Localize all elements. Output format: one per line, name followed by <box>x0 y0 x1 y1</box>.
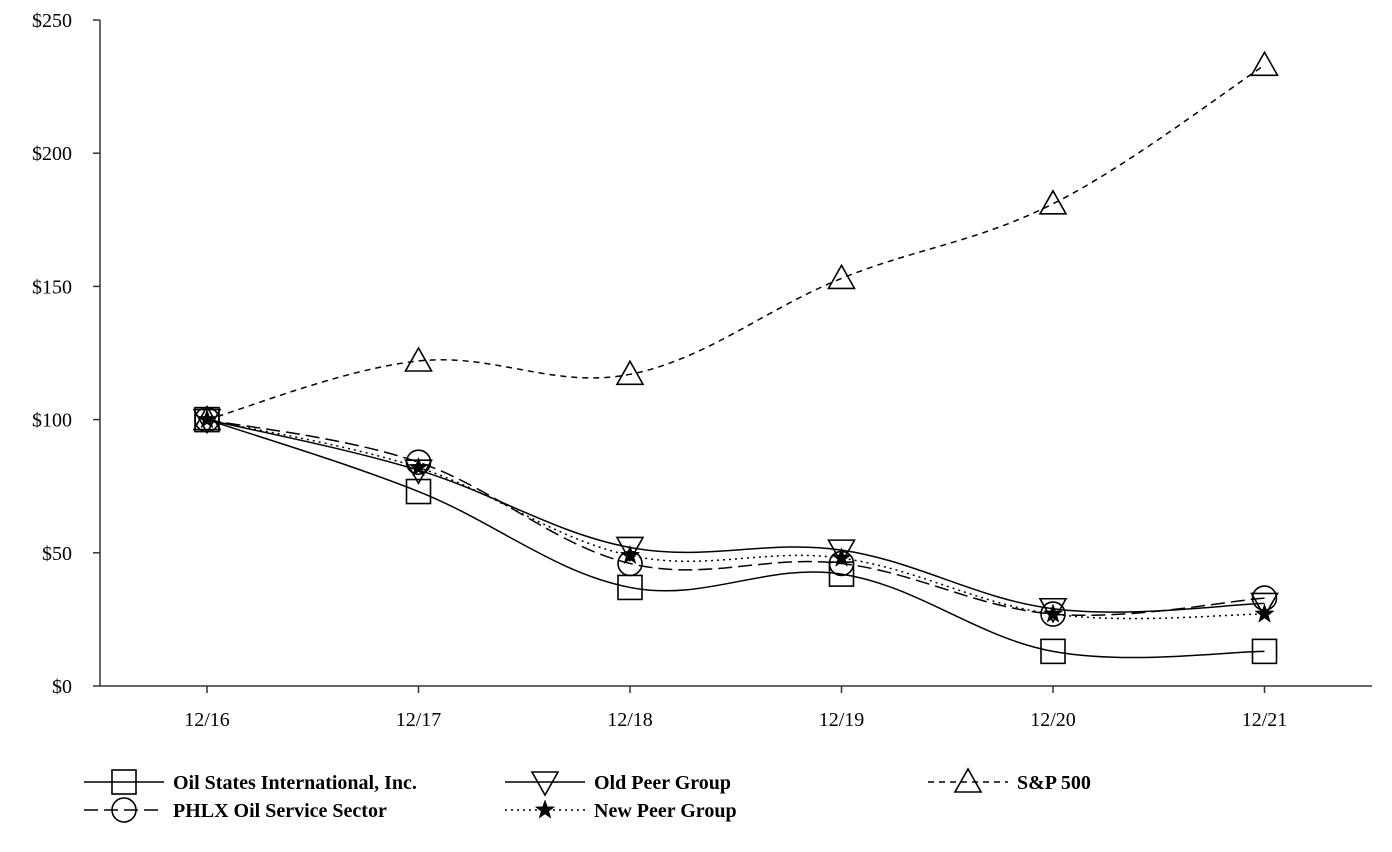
series-sp <box>192 50 1279 431</box>
data-point-phlx <box>1040 601 1066 627</box>
y-tick-label: $200 <box>32 143 72 165</box>
series-line-old <box>206 418 1265 613</box>
x-tick-label: 12/16 <box>184 709 230 731</box>
legend-marker-sp <box>953 767 983 793</box>
legend-item-new: New Peer Group <box>505 799 737 822</box>
data-point-sp <box>1038 189 1068 215</box>
legend-label-phlx: PHLX Oil Service Sector <box>173 800 387 822</box>
legend-label-sp: S&P 500 <box>1017 772 1091 794</box>
series-line-phlx <box>206 418 1265 617</box>
data-point-new <box>1042 603 1064 623</box>
x-tick-label: 12/20 <box>1030 709 1076 731</box>
legend-label-new: New Peer Group <box>594 800 737 822</box>
data-point-new <box>408 456 429 477</box>
series-ois <box>194 406 1278 665</box>
data-point-phlx <box>405 449 432 476</box>
data-point-old <box>1250 592 1279 619</box>
data-point-sp <box>404 346 433 372</box>
legend-marker-ois <box>111 769 137 795</box>
data-point-old <box>1038 597 1068 624</box>
legend-marker-new <box>534 799 556 819</box>
y-tick-label: $50 <box>42 543 72 565</box>
y-tick-label: $250 <box>32 10 72 32</box>
series-line-new <box>206 418 1265 620</box>
data-point-sp <box>615 359 645 386</box>
x-tick-label: 12/18 <box>607 709 653 731</box>
data-point-ois <box>1251 638 1278 665</box>
series-layer <box>192 50 1279 665</box>
data-point-new <box>196 408 218 429</box>
data-point-old <box>827 539 856 565</box>
series-new <box>196 408 1275 623</box>
data-point-new <box>619 544 641 565</box>
data-point-sp <box>827 263 856 290</box>
x-tick-label: 12/17 <box>396 709 442 731</box>
x-axis: 12/16 12/17 12/18 12/19 12/20 12/21 <box>100 685 1372 731</box>
data-point-ois <box>1040 638 1066 665</box>
x-tick-label: 12/21 <box>1242 709 1288 731</box>
legend-item-phlx: PHLX Oil Service Sector <box>84 797 387 823</box>
series-old <box>192 408 1279 624</box>
legend-item-ois: Oil States International, Inc. <box>84 769 417 795</box>
legend-label-old: Old Peer Group <box>594 772 731 794</box>
y-tick-label: $100 <box>32 410 72 432</box>
y-tick-label: $0 <box>52 676 72 698</box>
legend-item-old: Old Peer Group <box>505 771 731 797</box>
data-point-sp <box>1250 50 1279 77</box>
series-line-sp <box>206 64 1265 421</box>
series-line-ois <box>206 418 1265 659</box>
legend-marker-old <box>530 771 560 797</box>
data-point-ois <box>405 478 432 505</box>
legend-label-ois: Oil States International, Inc. <box>173 772 417 794</box>
y-tick-label: $150 <box>32 276 72 298</box>
legend: Oil States International, Inc. Old Peer G… <box>84 767 1091 823</box>
data-point-new <box>1254 603 1275 623</box>
data-point-new <box>831 547 852 567</box>
legend-item-sp: S&P 500 <box>928 767 1091 794</box>
x-tick-label: 12/19 <box>819 709 865 731</box>
legend-marker-phlx <box>111 797 137 823</box>
data-point-phlx <box>194 406 220 433</box>
data-point-old <box>615 536 645 563</box>
series-phlx <box>194 406 1278 627</box>
y-axis: $0 $50 $100 $150 $200 $250 <box>32 10 101 698</box>
